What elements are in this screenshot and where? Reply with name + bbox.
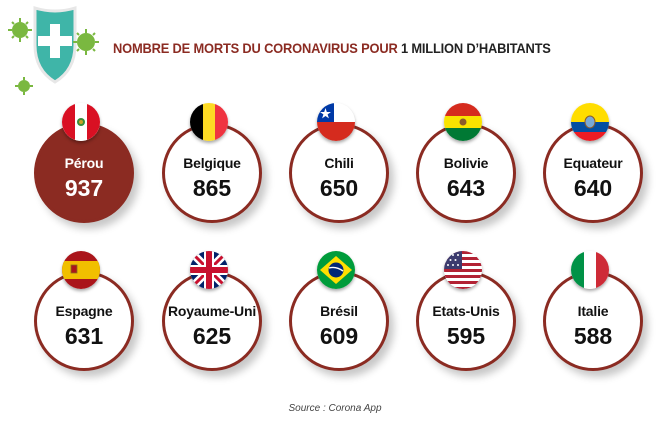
virus-icon (15, 29, 99, 95)
country-card: Royaume-Uni 625 (158, 251, 274, 377)
bolivia-flag-icon (444, 103, 482, 141)
country-card: Bolivie 643 (412, 103, 528, 229)
country-card: Chili 650 (285, 103, 401, 229)
country-card: Equateur 640 (539, 103, 655, 229)
death-count: 631 (64, 323, 104, 349)
brazil-flag-icon (317, 251, 355, 289)
virus-icon (8, 18, 32, 42)
page-title: NOMBRE DE MORTS DU CORONAVIRUS POUR 1 MI… (113, 40, 551, 56)
country-name: Equateur (563, 155, 623, 171)
country-card: Etats-Unis 595 (412, 251, 528, 377)
country-grid: Pérou 937 Belgique 865 Chili 650 Bolivie 643 Equ… (30, 103, 655, 377)
country-card: Belgique 865 (158, 103, 274, 229)
country-name: Bolivie (443, 155, 489, 171)
country-name: Brésil (320, 303, 358, 319)
shield-virus-logo (0, 0, 110, 100)
country-name: Pérou (64, 155, 104, 171)
death-count: 865 (192, 175, 232, 201)
spain-flag-icon (62, 251, 100, 289)
death-count: 937 (64, 175, 104, 201)
country-card: Pérou 937 (30, 103, 146, 229)
ecuador-flag-icon (571, 103, 609, 141)
chile-flag-icon (317, 103, 355, 141)
country-card: Espagne 631 (30, 251, 146, 377)
title-part-1: NOMBRE DE MORTS DU CORONAVIRUS POUR (113, 40, 398, 56)
country-name: Royaume-Uni (167, 303, 257, 319)
peru-flag-icon (62, 103, 100, 141)
country-card: Italie 588 (539, 251, 655, 377)
death-count: 595 (446, 323, 486, 349)
usa-flag-icon (444, 251, 482, 289)
country-name: Chili (324, 155, 354, 171)
death-count: 643 (446, 175, 486, 201)
death-count: 625 (192, 323, 232, 349)
death-count: 588 (573, 323, 613, 349)
death-count: 640 (573, 175, 613, 201)
country-name: Belgique (183, 155, 241, 171)
title-part-2: 1 MILLION D’HABITANTS (397, 40, 551, 56)
country-name: Espagne (55, 303, 113, 319)
country-name: Italie (577, 303, 609, 319)
belgium-flag-icon (190, 103, 228, 141)
uk-flag-icon (190, 251, 228, 289)
country-card: Brésil 609 (285, 251, 401, 377)
death-count: 609 (319, 323, 359, 349)
country-name: Etats-Unis (432, 303, 500, 319)
country-circle (416, 123, 516, 223)
source-note: Source : Corona App (288, 403, 382, 414)
italy-flag-icon (571, 251, 609, 289)
death-count: 650 (319, 175, 359, 201)
